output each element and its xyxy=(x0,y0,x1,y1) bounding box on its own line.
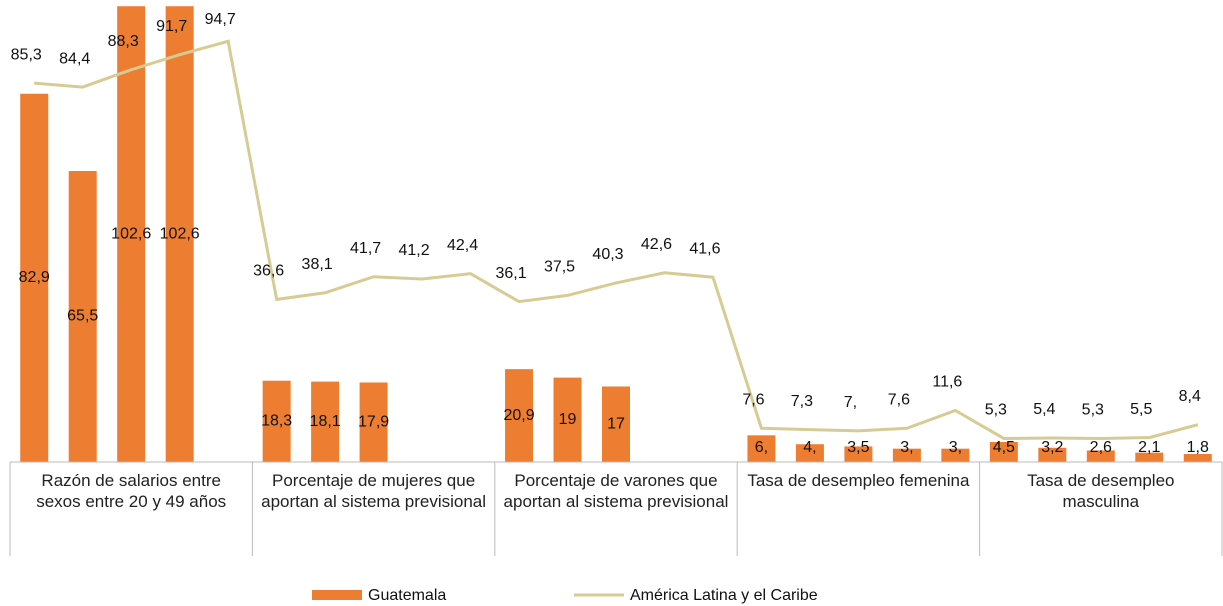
category-group-label: Tasa de desempleo masculina xyxy=(1027,471,1175,511)
category-group-label: Porcentaje de mujeres que aportan al sis… xyxy=(261,471,487,511)
line-value-label: 94,7 xyxy=(205,11,236,28)
legend-swatch xyxy=(312,590,362,600)
bar-value-label: 65,5 xyxy=(67,308,98,325)
line-value-label: 88,3 xyxy=(108,33,139,50)
bar xyxy=(68,171,97,462)
bar-value-label: 3, xyxy=(949,439,962,456)
bar xyxy=(20,93,49,462)
line xyxy=(34,39,1199,440)
line-value-label: 37,5 xyxy=(544,259,575,276)
line-value-label: 41,2 xyxy=(399,242,430,259)
bar xyxy=(941,448,970,462)
bar xyxy=(892,448,921,462)
legend-label: América Latina y el Caribe xyxy=(630,587,818,604)
bar-value-label: 102,6 xyxy=(111,225,151,242)
bar-value-label: 6, xyxy=(755,439,768,456)
bar xyxy=(553,377,582,462)
bar-value-label: 3, xyxy=(900,439,913,456)
bar-value-label: 4,5 xyxy=(993,439,1015,456)
category-group-label: Razón de salarios entre sexos entre 20 y… xyxy=(36,471,227,511)
bar-value-label: 82,9 xyxy=(19,269,50,286)
bar xyxy=(1135,452,1164,462)
category-group-label: Porcentaje de varones que aportan al sis… xyxy=(503,471,729,511)
line-value-label: 84,4 xyxy=(59,50,90,67)
line-value-label: 38,1 xyxy=(302,256,333,273)
bar-value-label: 2,6 xyxy=(1090,439,1112,456)
line-value-label: 42,4 xyxy=(447,237,478,254)
line-value-label: 5,5 xyxy=(1130,401,1152,418)
line-value-label: 85,3 xyxy=(11,46,42,63)
bar xyxy=(602,386,630,462)
category-group-label: Tasa de desempleo femenina xyxy=(747,471,970,490)
legend-label: Guatemala xyxy=(368,587,446,604)
bar-value-label: 1,8 xyxy=(1187,439,1209,456)
bar xyxy=(359,382,388,462)
bar-value-label: 2,1 xyxy=(1138,439,1160,456)
bar-value-label: 4, xyxy=(803,439,816,456)
bar xyxy=(1086,450,1115,462)
line-value-label: 91,7 xyxy=(156,18,187,35)
bar xyxy=(165,6,194,462)
bar xyxy=(989,442,1018,462)
line-value-label: 40,3 xyxy=(592,246,623,263)
bar-value-label: 19 xyxy=(559,411,577,428)
bar-value-label: 3,2 xyxy=(1041,439,1063,456)
line-value-label: 7, xyxy=(844,394,857,411)
line-value-label: 41,7 xyxy=(350,240,381,257)
bar-value-label: 102,6 xyxy=(160,225,200,242)
line-value-label: 5,3 xyxy=(985,402,1007,419)
line-value-label: 41,6 xyxy=(689,240,720,257)
line-value-label: 36,6 xyxy=(253,263,284,280)
line-value-label: 42,6 xyxy=(641,236,672,253)
bar xyxy=(1038,447,1067,462)
bar xyxy=(747,435,776,462)
bar xyxy=(117,6,146,462)
line-value-label: 5,3 xyxy=(1082,402,1104,419)
bar xyxy=(844,446,873,462)
bar xyxy=(262,380,291,462)
bar-value-label: 3,5 xyxy=(847,439,869,456)
bar-value-label: 17 xyxy=(607,415,625,432)
bar-value-label: 17,9 xyxy=(358,413,389,430)
line-value-label: 7,3 xyxy=(791,393,813,410)
line-value-label: 7,6 xyxy=(888,391,910,408)
line-value-label: 7,6 xyxy=(742,391,764,408)
bar-value-label: 18,1 xyxy=(310,413,341,430)
bar xyxy=(311,381,340,462)
bar xyxy=(795,444,824,462)
bar xyxy=(1183,454,1212,462)
bar-value-label: 20,9 xyxy=(503,407,534,424)
line-value-label: 11,6 xyxy=(932,374,962,391)
line-value-label: 8,4 xyxy=(1179,388,1201,405)
bar-value-label: 18,3 xyxy=(261,413,292,430)
bar xyxy=(505,369,534,462)
line-value-label: 5,4 xyxy=(1033,401,1055,418)
line-value-label: 36,1 xyxy=(495,265,526,282)
